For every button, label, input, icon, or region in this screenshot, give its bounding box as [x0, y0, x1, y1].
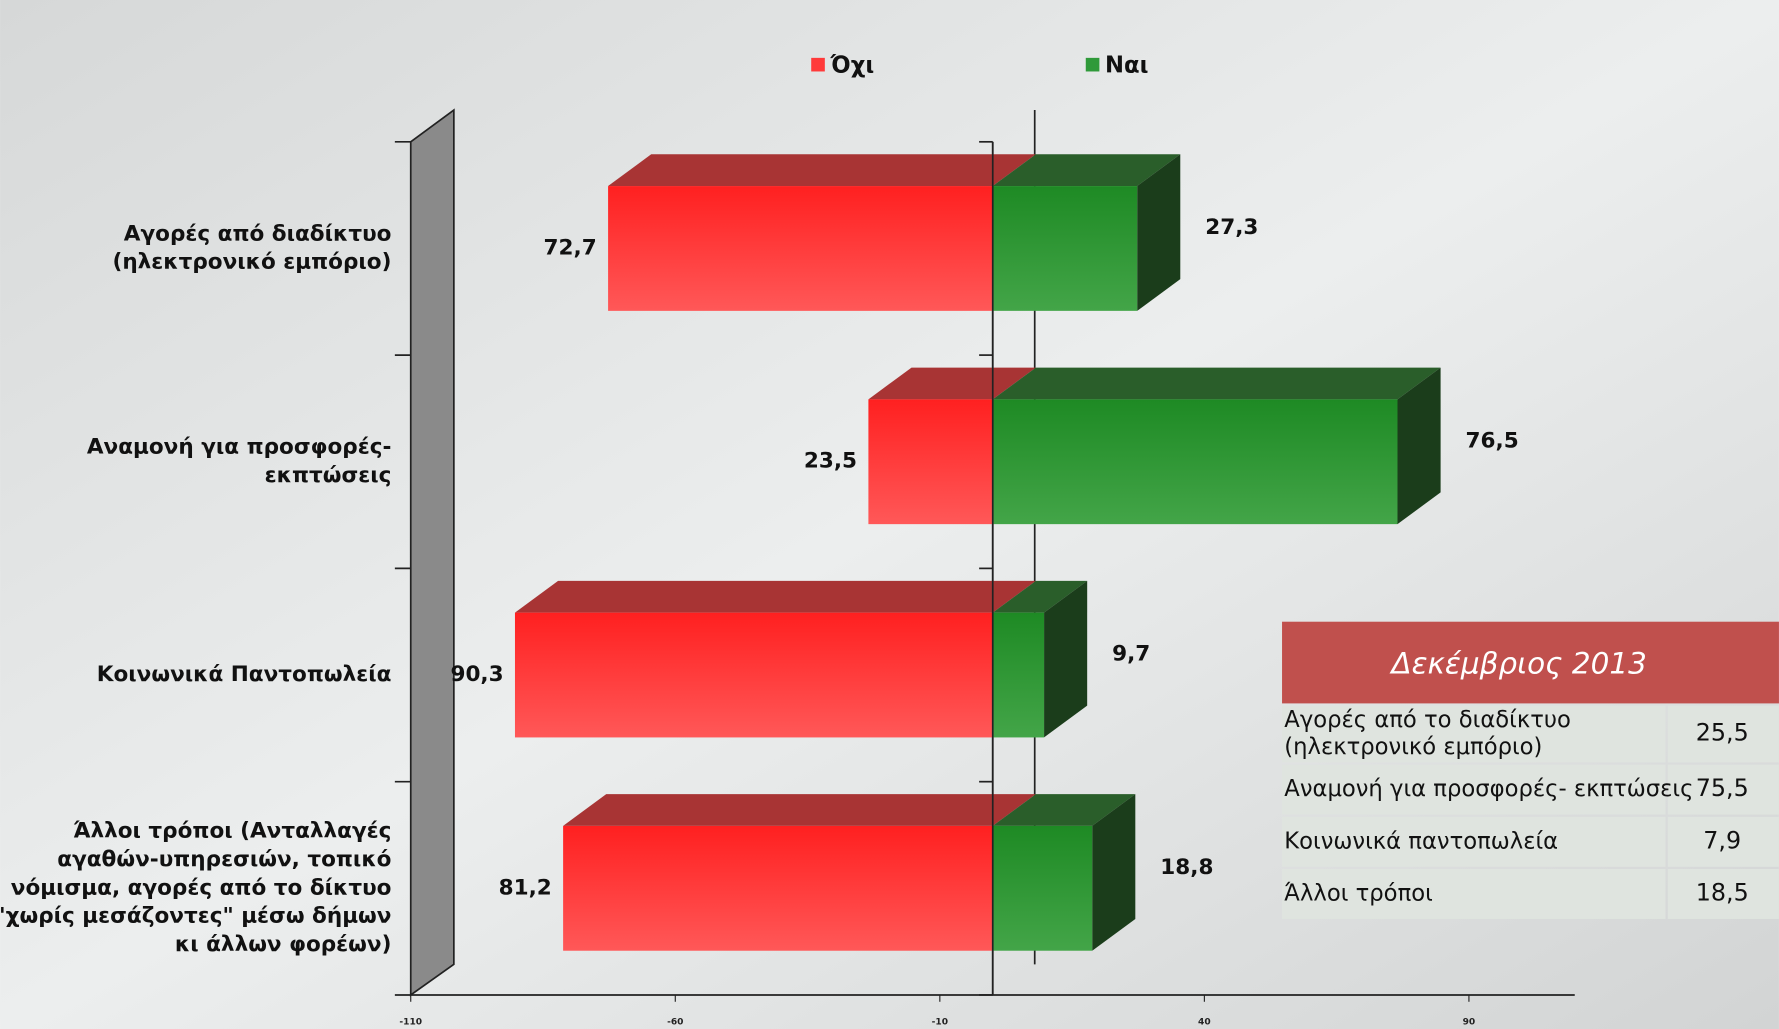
table-value: 25,5 — [1696, 719, 1749, 747]
x-tick-label: -110 — [399, 1018, 422, 1028]
category-label: Άλλοι τρόποι (Ανταλλαγές — [73, 819, 391, 844]
table-row — [1667, 869, 1779, 919]
category-label: αγαθών-υπηρεσιών, τοπικό — [57, 847, 391, 872]
table-label: Αναμονή για προσφορές- εκπτώσεις — [1284, 776, 1693, 802]
x-tick-label: -60 — [667, 1018, 683, 1028]
bar — [992, 612, 1045, 738]
bar — [514, 612, 993, 738]
bar-top — [992, 154, 1181, 187]
legend-swatch — [811, 57, 825, 72]
bar-top — [992, 367, 1441, 400]
table-title: Δεκέμβριος 2013 — [1389, 646, 1646, 680]
bar — [608, 186, 993, 311]
bar-top — [608, 154, 1036, 187]
category-label: κι άλλων φορέων) — [175, 932, 392, 957]
table-row — [1282, 869, 1666, 919]
table-label: (ηλεκτρονικό εμπόριο) — [1284, 734, 1542, 760]
value-label: 72,7 — [544, 235, 597, 260]
legend-label: Ναι — [1105, 52, 1148, 78]
bar-top — [992, 794, 1136, 826]
bar-side — [1092, 794, 1136, 951]
bar-side — [1044, 580, 1088, 738]
value-label: 18,8 — [1160, 855, 1213, 880]
category-label: Κοινωνικά Παντοπωλεία — [97, 662, 392, 687]
category-label: Αναμονή για προσφορές- — [87, 435, 392, 460]
table-row — [1667, 705, 1779, 763]
value-label: 9,7 — [1112, 642, 1150, 667]
value-label: 23,5 — [804, 449, 857, 474]
value-label: 81,2 — [499, 875, 552, 900]
bar — [992, 399, 1398, 525]
bar — [563, 825, 993, 951]
bar — [868, 399, 993, 525]
table-header — [1282, 621, 1779, 704]
table-label: Άλλοι τρόποι — [1284, 880, 1433, 906]
x-tick-label: 90 — [1463, 1018, 1476, 1028]
category-label: νόμισμα, αγορές από το δίκτυο — [11, 875, 392, 900]
table-row — [1282, 764, 1666, 815]
bar-top — [992, 580, 1088, 613]
category-label: Αγορές από διαδίκτυο — [124, 221, 392, 246]
table-row — [1282, 816, 1666, 867]
x-tick-label: 40 — [1198, 1018, 1211, 1028]
table-value: 7,9 — [1703, 826, 1741, 854]
category-label: "χωρίς μεσάζοντες" μέσω δήμων — [0, 904, 391, 929]
table-label: Αγορές από το διαδίκτυο — [1284, 707, 1571, 733]
table-row — [1667, 764, 1779, 815]
bar-side — [1397, 367, 1441, 525]
legend-swatch — [1085, 57, 1100, 72]
table-value: 18,5 — [1696, 878, 1749, 906]
bar-side — [1137, 154, 1181, 311]
table-label: Κοινωνικά παντοπωλεία — [1284, 828, 1558, 854]
bar-top — [868, 367, 1036, 400]
legend-label: Όχι — [830, 52, 875, 78]
bar — [992, 186, 1138, 311]
table-value: 75,5 — [1696, 774, 1749, 802]
x-tick-label: -10 — [932, 1018, 948, 1028]
table-row — [1282, 705, 1666, 763]
category-label: εκπτώσεις — [265, 463, 392, 488]
bar — [992, 825, 1093, 951]
table-row — [1667, 816, 1779, 867]
category-label: (ηλεκτρονικό εμπόριο) — [112, 250, 391, 275]
value-label: 27,3 — [1205, 215, 1258, 240]
bar-top — [514, 580, 1036, 613]
wall — [409, 108, 455, 997]
bar-top — [563, 794, 1036, 826]
value-label: 76,5 — [1466, 428, 1519, 453]
value-label: 90,3 — [450, 662, 503, 687]
